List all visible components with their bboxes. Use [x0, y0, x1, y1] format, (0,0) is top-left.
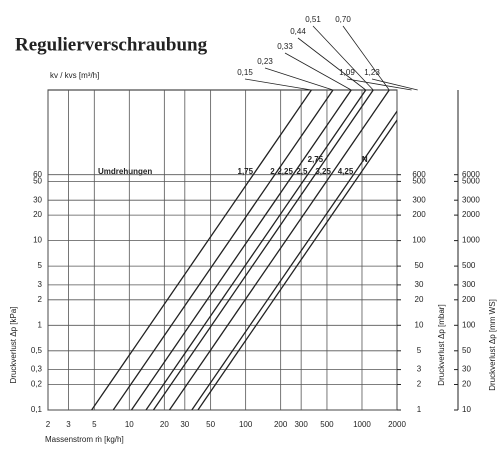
y2-axis-label: Druckverlust Δp [mbar] — [437, 304, 446, 385]
turns-value: 2,5 — [296, 167, 308, 176]
chart-title: Regulierverschraubung — [15, 34, 208, 55]
kv-leader — [342, 25, 390, 91]
y-tick-label: 60 — [33, 170, 42, 179]
y-tick-label: 0,3 — [31, 365, 43, 374]
y3-tick-label: 300 — [462, 280, 476, 289]
x-tick-label: 20 — [160, 420, 169, 429]
y-tick-label: 0,1 — [31, 405, 43, 414]
y3-tick-label: 50 — [462, 346, 471, 355]
y2-tick-label: 200 — [412, 210, 426, 219]
x-tick-label: 5 — [92, 420, 97, 429]
y2-tick-label: 30 — [415, 280, 424, 289]
kv-line — [112, 90, 334, 410]
y3-tick-label: 2000 — [462, 210, 480, 219]
y2-tick-label: 10 — [415, 320, 424, 329]
y-tick-label: 3 — [38, 280, 43, 289]
kv-line — [145, 90, 367, 410]
y-tick-label: 5 — [38, 261, 43, 270]
x-tick-label: 300 — [294, 420, 308, 429]
y2-tick-label: 600 — [412, 170, 426, 179]
kv-leader — [244, 78, 312, 91]
y2-tick-label: 1 — [417, 405, 422, 414]
y3-tick-label: 1000 — [462, 236, 480, 245]
kv-leader — [346, 78, 412, 91]
y3-axis-label: Druckverlust Δp [mm WS] — [488, 299, 497, 391]
turns-value: 1,75 — [238, 167, 254, 176]
kv-leader — [284, 52, 352, 91]
kv-leader — [297, 37, 367, 91]
kv-line — [197, 118, 397, 410]
kv-label: 1,09 — [339, 68, 355, 77]
x-tick-label: 50 — [206, 420, 215, 429]
kv-label: 1,23 — [364, 68, 380, 77]
x-tick-label: 30 — [180, 420, 189, 429]
x-tick-label: 100 — [239, 420, 253, 429]
kv-label: 0,44 — [290, 27, 306, 36]
y2-tick-label: 300 — [412, 195, 426, 204]
y2-tick-label: 500 — [412, 177, 426, 186]
y-axis-label: Druckverlust Δp [kPa] — [9, 307, 18, 384]
y3-tick-label: 20 — [462, 380, 471, 389]
x-tick-label: 10 — [125, 420, 134, 429]
kv-label: 0,15 — [237, 68, 253, 77]
turns-value: 2,75 — [308, 155, 324, 164]
y-tick-label: 2 — [38, 295, 43, 304]
x-tick-label: 1000 — [353, 420, 371, 429]
kv-leader — [312, 25, 374, 91]
kv-line — [91, 90, 312, 410]
y3-tick-label: 200 — [462, 295, 476, 304]
y2-tick-label: 100 — [412, 236, 426, 245]
turns-label: Umdrehungen — [98, 167, 152, 176]
y-tick-label: 0,2 — [31, 380, 43, 389]
y2-tick-label: 3 — [417, 365, 422, 374]
y-tick-label: 30 — [33, 195, 42, 204]
kv-label: 0,33 — [277, 42, 293, 51]
x-tick-label: 2000 — [388, 420, 406, 429]
y3-tick-label: 5000 — [462, 177, 480, 186]
turns-value: 4,25 — [338, 167, 354, 176]
kv-line — [130, 90, 352, 410]
turns-value: 3,25 — [315, 167, 331, 176]
y-tick-label: 10 — [33, 236, 42, 245]
kv-line — [152, 90, 374, 410]
y3-tick-label: 3000 — [462, 195, 480, 204]
turns-value: 2 — [270, 167, 275, 176]
turns-value: 2,25 — [277, 167, 293, 176]
y-tick-label: 50 — [33, 177, 42, 186]
y2-tick-label: 5 — [417, 346, 422, 355]
y-tick-label: 20 — [33, 210, 42, 219]
kv-label: 0,23 — [257, 57, 273, 66]
y2-tick-label: 20 — [415, 295, 424, 304]
y3-tick-label: 10 — [462, 405, 471, 414]
kv-axis-label: kv / kvs [m³/h] — [50, 71, 99, 80]
y3-tick-label: 30 — [462, 365, 471, 374]
kv-label: 0,51 — [305, 15, 321, 24]
kv-line — [191, 110, 397, 410]
y-tick-label: 1 — [38, 320, 43, 329]
y3-tick-label: 500 — [462, 261, 476, 270]
y3-tick-label: 6000 — [462, 170, 480, 179]
y2-tick-label: 2 — [417, 380, 422, 389]
x-axis-label: Massenstrom ṁ [kg/h] — [45, 435, 124, 444]
x-tick-label: 200 — [274, 420, 288, 429]
y-tick-label: 0,5 — [31, 346, 43, 355]
kv-line — [168, 90, 390, 410]
kv-lines — [91, 90, 397, 410]
y3-tick-label: 100 — [462, 320, 476, 329]
kv-leader — [264, 67, 334, 91]
y2-tick-label: 50 — [415, 261, 424, 270]
kv-leader — [371, 78, 418, 91]
kv-label: 0,70 — [335, 15, 351, 24]
x-tick-label: 500 — [320, 420, 334, 429]
x-tick-label: 2 — [46, 420, 51, 429]
x-tick-label: 3 — [66, 420, 71, 429]
turns-value: N — [362, 155, 368, 164]
